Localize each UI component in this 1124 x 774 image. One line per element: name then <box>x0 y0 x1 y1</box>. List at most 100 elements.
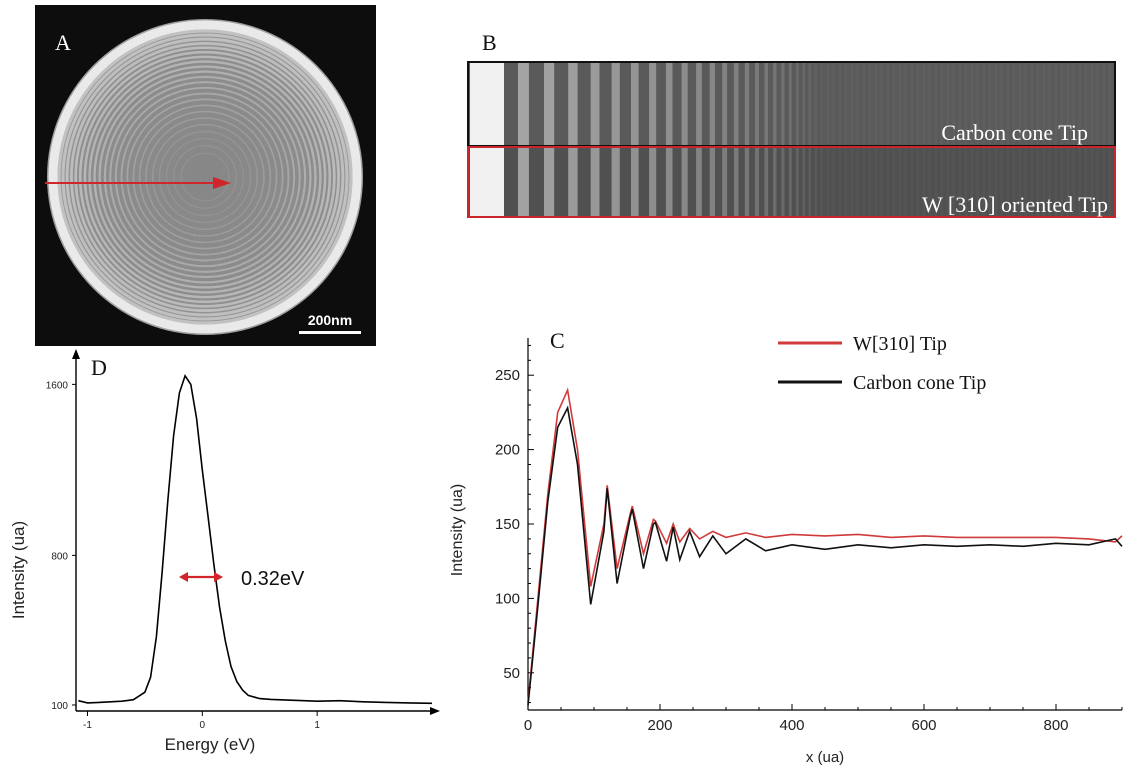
fringe-band <box>764 62 769 146</box>
strip-w310-border <box>467 146 1116 218</box>
fringe-band <box>1066 62 1069 146</box>
fringe-band <box>880 62 883 146</box>
panel-d: D -1 0 1 100 800 1600 0.32eV Energy (eV) Inte… <box>0 345 450 769</box>
fringe-band <box>1060 62 1063 146</box>
d-x-tick-label: 0 <box>200 720 206 731</box>
fringe-band <box>1000 62 1003 146</box>
fringe-band <box>904 62 907 146</box>
fringe-band <box>1054 147 1057 217</box>
panel-a-label: A <box>55 30 71 55</box>
chart-d: D -1 0 1 100 800 1600 0.32eV Energy (eV) Inte… <box>9 349 440 754</box>
fringe-band <box>1024 62 1027 146</box>
fringe-band <box>940 147 943 217</box>
fringe-band <box>826 147 829 217</box>
fringe-band <box>1048 147 1051 217</box>
fringe-band <box>982 147 985 217</box>
fringe-band <box>1090 62 1093 146</box>
fringe-band <box>892 62 895 146</box>
fringe-band <box>850 62 853 146</box>
d-y-axis-arrow <box>72 349 80 359</box>
fringe-band <box>681 62 688 146</box>
fringe-band <box>988 147 991 217</box>
fringe-band <box>795 147 799 217</box>
fringe-band <box>952 62 955 146</box>
c-x-tick-label: 400 <box>779 717 804 734</box>
fringe-band <box>755 147 759 217</box>
fringe-band <box>733 147 739 217</box>
fringe-band <box>916 62 919 146</box>
fringe-band <box>1006 62 1009 146</box>
fringe-band <box>1042 62 1045 146</box>
fringe-band <box>868 62 871 146</box>
fringe-band <box>880 147 883 217</box>
fringe-band <box>964 62 967 146</box>
d-y-tick-label: 800 <box>51 551 68 562</box>
fringe-band <box>1072 147 1075 217</box>
fringe-band <box>611 147 620 217</box>
fringe-band <box>1078 62 1081 146</box>
fringe-band <box>976 62 979 146</box>
c-legend: W[310] Tip Carbon cone Tip <box>778 333 986 394</box>
fringe-band <box>1090 147 1093 217</box>
fringe-band <box>665 147 673 217</box>
fringe-band <box>1078 147 1081 217</box>
scale-bar-label: 200nm <box>308 312 352 328</box>
panel-b-image: B Carbon cone Tip W [310] oriented Tip <box>467 30 1116 218</box>
fringe-band <box>1042 147 1045 217</box>
fringe-band <box>874 62 877 146</box>
fringe-band <box>788 147 792 217</box>
panel-a: A 200nm <box>35 5 376 346</box>
fringe-band <box>832 147 835 217</box>
d-y-label: Intensity (ua) <box>9 521 28 619</box>
fringe-band <box>886 62 889 146</box>
d-spectrum-line <box>78 373 433 705</box>
fringe-band <box>814 147 817 217</box>
fringe-band <box>814 62 817 146</box>
fringe-band <box>544 147 555 217</box>
legend-w310-label: W[310] Tip <box>853 333 947 355</box>
panel-b-label: B <box>482 30 497 55</box>
fringe-band <box>1072 62 1075 146</box>
fringe-band <box>910 62 913 146</box>
d-x-label: Energy (eV) <box>165 735 256 754</box>
profile-arrow-head <box>213 177 231 189</box>
c-y-tick-label: 50 <box>503 665 520 682</box>
fringe-band <box>744 147 750 217</box>
c-series-carbon-line <box>527 405 1123 706</box>
fringe-band <box>709 147 715 217</box>
fringe-band <box>970 147 973 217</box>
fringe-band <box>795 62 799 146</box>
fringe-band <box>1084 147 1087 217</box>
fringe-band <box>696 147 702 217</box>
fringe-band <box>856 147 859 217</box>
fringe-band <box>518 147 529 217</box>
fringe-band <box>744 62 750 146</box>
fringe-band <box>940 62 943 146</box>
c-ticks: 0 200 400 600 800 50 100 150 200 250 <box>495 344 1123 734</box>
fringe-band <box>1096 62 1099 146</box>
legend-carbon-label: Carbon cone Tip <box>853 372 986 394</box>
fringe-band <box>904 147 907 217</box>
bright-edge <box>470 62 504 146</box>
fringe-band <box>952 147 955 217</box>
c-y-label: Intensity (ua) <box>449 484 466 576</box>
fringe-band <box>722 147 728 217</box>
fringe-band <box>928 147 931 217</box>
fringe-band <box>1012 147 1015 217</box>
fringe-band <box>1054 62 1057 146</box>
d-y-tick-label: 100 <box>51 701 68 712</box>
d-ticks: -1 0 1 100 800 1600 <box>46 380 321 731</box>
fringe-band <box>1030 147 1033 217</box>
fringe-band <box>1048 62 1051 146</box>
fringe-band <box>898 147 901 217</box>
fwhm-arrow-left <box>179 572 188 582</box>
fringe-band <box>970 62 973 146</box>
c-x-tick-label: 200 <box>647 717 672 734</box>
fringe-band <box>568 147 578 217</box>
fringe-band <box>832 62 835 146</box>
fringe-band <box>1000 147 1003 217</box>
fringe-band <box>808 147 811 217</box>
fringe-band <box>850 147 853 217</box>
fringe-band <box>631 62 639 146</box>
fringe-band <box>696 62 702 146</box>
